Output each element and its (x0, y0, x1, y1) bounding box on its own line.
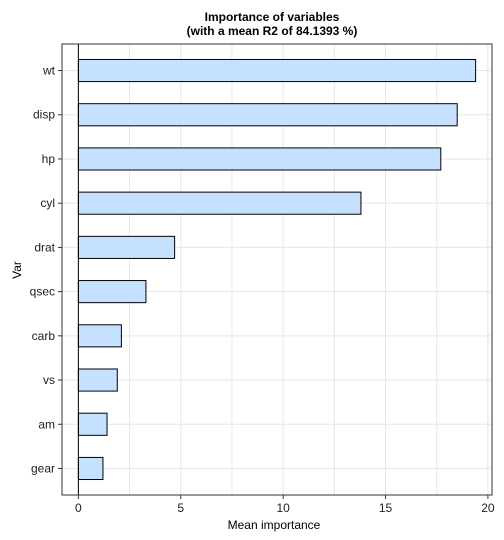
y-tick-label: am (38, 417, 55, 431)
bars (78, 44, 475, 495)
bar-qsec (78, 281, 146, 303)
y-tick-label: wt (42, 64, 56, 78)
bar-wt (78, 59, 475, 81)
y-tick-label: drat (34, 240, 55, 254)
y-tick-label: vs (43, 373, 55, 387)
chart-title: Importance of variables (205, 10, 340, 24)
x-tick-label: 15 (379, 501, 393, 515)
chart-subtitle: (with a mean R2 of 84.1393 %) (187, 24, 358, 38)
y-tick-label: disp (33, 108, 55, 122)
x-tick-label: 5 (177, 501, 184, 515)
bar-am (78, 413, 107, 435)
y-tick-label: qsec (30, 285, 55, 299)
y-tick-label: hp (42, 152, 56, 166)
y-axis-title: Var (10, 261, 24, 279)
bar-vs (78, 369, 117, 391)
y-tick-label: carb (32, 329, 56, 343)
y-tick-label: cyl (40, 196, 55, 210)
x-axis-title: Mean importance (228, 518, 321, 532)
bar-hp (78, 148, 440, 170)
bar-disp (78, 104, 457, 126)
bar-carb (78, 325, 121, 347)
bar-drat (78, 236, 174, 258)
x-tick-label: 20 (481, 501, 495, 515)
bar-gear (78, 457, 103, 479)
y-tick-label: gear (31, 461, 55, 475)
x-tick-label: 0 (75, 501, 82, 515)
x-tick-label: 10 (276, 501, 290, 515)
bar-cyl (78, 192, 361, 214)
